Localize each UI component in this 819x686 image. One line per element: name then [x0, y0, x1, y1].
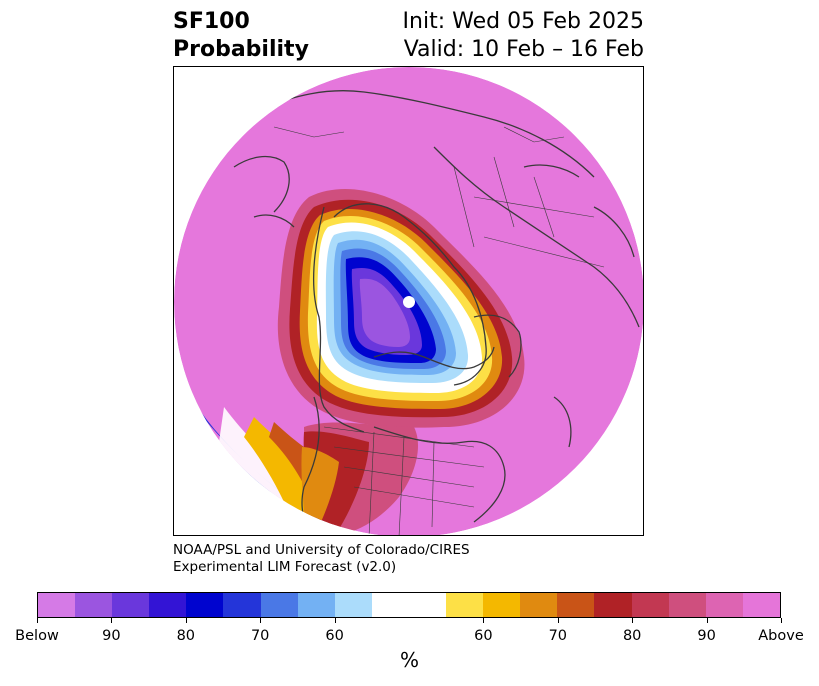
tick-mark — [781, 618, 782, 623]
colorbar-ticks: Below 90 80 70 60 60 70 80 90 Above — [15, 618, 804, 644]
coastlines — [233, 90, 640, 535]
colorbar-segment — [594, 593, 632, 617]
colorbar-segment — [668, 593, 706, 617]
init-date: Init: Wed 05 Feb 2025 — [402, 9, 644, 34]
tick-mark — [632, 618, 634, 623]
title-line-2: Probability — [173, 37, 309, 62]
colorbar-segment — [38, 593, 76, 617]
colorbar-segment — [260, 593, 298, 617]
tick-mark — [334, 618, 336, 623]
colorbar-segment — [186, 593, 224, 617]
tick-label: 90 — [102, 628, 121, 644]
tick-label: 70 — [548, 628, 568, 644]
colorbar-segment — [223, 593, 261, 617]
tick-mark — [111, 618, 113, 623]
tick-label: 90 — [697, 628, 716, 644]
polar-probability-map — [174, 67, 643, 535]
valid-range: Valid: 10 Feb – 16 Feb — [403, 37, 644, 62]
forecast-dates: Init: Wed 05 Feb 2025 Valid: 10 Feb – 16… — [403, 8, 644, 64]
colorbar-segment — [705, 593, 743, 617]
tick-label: Below — [15, 628, 59, 644]
map-panel — [173, 66, 644, 536]
colorbar-segment — [334, 593, 372, 617]
title-line-1: SF100 — [173, 9, 250, 34]
colorbar-segment — [742, 593, 780, 617]
tick-label: Above — [758, 628, 804, 644]
political-borders — [273, 126, 605, 535]
tick-mark — [483, 618, 485, 623]
tick-mark — [706, 618, 708, 623]
colorbar-segment — [557, 593, 595, 617]
north-pole-marker — [403, 296, 415, 308]
credit-line-1: NOAA/PSL and University of Colorado/CIRE… — [173, 542, 470, 558]
colorbar-segment — [297, 593, 335, 617]
colorbar-segment — [631, 593, 669, 617]
colorbar-segment — [446, 593, 484, 617]
tick-mark — [557, 618, 559, 623]
colorbar-segment — [520, 593, 558, 617]
colorbar — [37, 592, 781, 618]
colorbar-segment — [483, 593, 521, 617]
cold-core — [359, 278, 410, 347]
tick-label: 80 — [622, 628, 642, 644]
colorbar-segment — [371, 593, 447, 617]
tick-mark — [260, 618, 262, 623]
credit-line-2: Experimental LIM Forecast (v2.0) — [173, 559, 397, 575]
colorbar-unit: % — [399, 648, 419, 672]
colorbar-segment — [112, 593, 150, 617]
tick-label: 60 — [474, 628, 493, 644]
tick-mark — [185, 618, 187, 623]
tick-label: 60 — [325, 628, 344, 644]
colorbar-segment — [75, 593, 113, 617]
tick-label: 70 — [250, 628, 270, 644]
tick-mark — [37, 618, 38, 623]
colorbar-segment — [149, 593, 187, 617]
tick-label: 80 — [176, 628, 196, 644]
map-title: SF100 Probability — [173, 8, 309, 64]
credit-text: NOAA/PSL and University of Colorado/CIRE… — [173, 542, 470, 576]
na-warm-band-3 — [301, 447, 339, 535]
